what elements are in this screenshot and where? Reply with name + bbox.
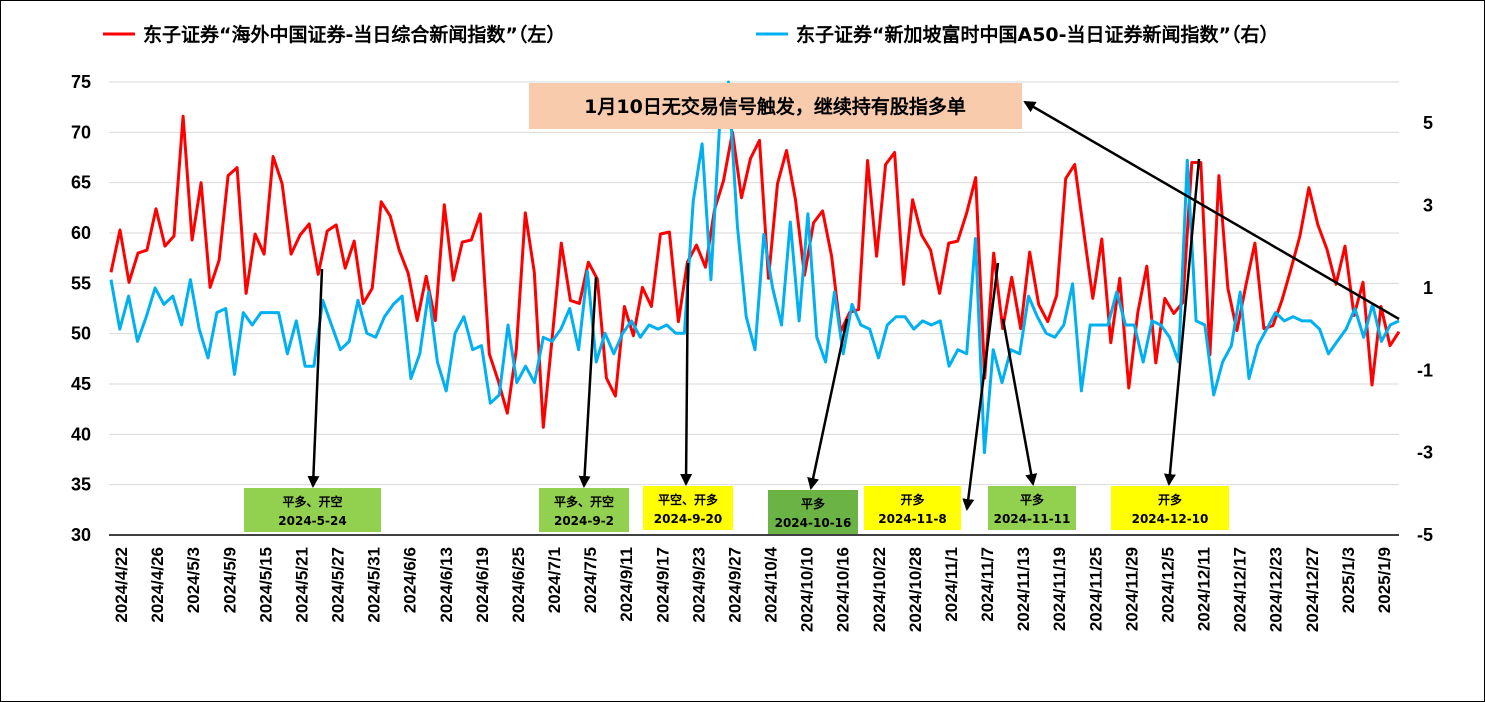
signal-arrow <box>307 268 324 488</box>
x-tick-label: 2024/6/13 <box>437 547 456 623</box>
x-tick-label: 2024/6/19 <box>473 547 492 623</box>
x-tick-label: 2024/10/16 <box>834 547 853 632</box>
x-tick-label: 2024/5/3 <box>184 547 203 613</box>
x-tick-label: 2024/12/27 <box>1303 547 1322 632</box>
signal-box <box>539 488 629 532</box>
signal-box <box>643 486 733 530</box>
signal-box-date: 2024-11-8 <box>878 512 946 526</box>
x-tick-label: 2024/4/22 <box>112 547 131 623</box>
signal-box-date: 2024-9-2 <box>554 514 614 528</box>
left-tick-label: 30 <box>71 525 91 545</box>
x-tick-label: 2024/9/17 <box>653 547 672 623</box>
callout-text: 1月10日无交易信号触发，继续持有股指多单 <box>584 95 966 118</box>
signal-box-action: 平多 <box>1020 492 1044 507</box>
x-tick-label: 2024/11/13 <box>1014 547 1033 631</box>
left-tick-label: 40 <box>71 424 91 444</box>
left-tick-label: 70 <box>71 122 91 142</box>
x-tick-label: 2024/10/10 <box>798 547 817 632</box>
signal-arrow <box>1001 318 1038 486</box>
left-tick-label: 55 <box>71 273 91 293</box>
x-tick-label: 2025/1/3 <box>1339 547 1358 613</box>
left-tick-label: 35 <box>71 475 91 495</box>
signal-box-action: 开多 <box>1158 492 1182 507</box>
grid-lines <box>109 81 1399 486</box>
x-tick-label: 2024/11/25 <box>1086 547 1105 631</box>
legend-label: 东子证券“海外中国证券-当日综合新闻指数”（左） <box>143 23 565 46</box>
x-tick-label: 2024/11/7 <box>978 547 997 622</box>
x-tick-label: 2024/12/5 <box>1158 547 1177 623</box>
left-tick-label: 60 <box>71 223 91 243</box>
series-lines <box>109 80 1401 455</box>
x-tick-label: 2024/5/15 <box>256 547 275 623</box>
signal-box-action: 平多、开空 <box>554 494 614 509</box>
signal-box <box>1111 486 1229 530</box>
left-tick-label: 50 <box>71 324 91 344</box>
signal-box-action: 平多、开空 <box>282 494 342 509</box>
x-tick-label: 2024/5/27 <box>329 547 348 623</box>
right-tick-label: -5 <box>1417 525 1433 545</box>
left-tick-label: 65 <box>71 173 91 193</box>
x-tick-label: 2025/1/9 <box>1375 547 1394 613</box>
signal-arrow <box>807 318 849 490</box>
legend-label: 东子证券“新加坡富时中国A50-当日证券新闻指数”（右） <box>796 23 1279 46</box>
signal-box <box>768 490 858 534</box>
signal-arrow <box>1163 158 1201 486</box>
signal-arrow <box>962 262 1000 511</box>
x-tick-label: 2024/10/4 <box>762 546 781 622</box>
x-tick-label: 2024/6/25 <box>509 547 528 623</box>
x-tick-label: 2024/10/22 <box>870 547 889 632</box>
callout: 1月10日无交易信号触发，继续持有股指多单 <box>529 83 1022 129</box>
x-tick-label: 2024/12/23 <box>1267 547 1286 632</box>
series-line-right <box>109 80 1400 455</box>
x-tick-label: 2024/7/5 <box>581 547 600 613</box>
signal-box-date: 2024-11-11 <box>994 512 1071 526</box>
right-tick-label: 1 <box>1423 278 1433 298</box>
x-tick-label: 2024/7/1 <box>545 547 564 613</box>
series-line-left <box>109 114 1401 429</box>
callout-box <box>529 83 1022 129</box>
signal-box <box>988 486 1076 530</box>
x-tick-label: 2024/10/28 <box>906 547 925 632</box>
left-tick-label: 45 <box>71 374 91 394</box>
signal-box-action: 平空、开多 <box>658 492 718 507</box>
signal-box <box>864 486 961 530</box>
x-tick-label: 2024/11/29 <box>1122 547 1141 631</box>
signal-box-date: 2024-10-16 <box>775 516 852 530</box>
x-tick-label: 2024/11/19 <box>1050 547 1069 631</box>
x-tick-label: 2024/5/9 <box>220 547 239 613</box>
signal-box <box>244 488 381 532</box>
signal-box-date: 2024-12-10 <box>1132 512 1209 526</box>
legend: 东子证券“海外中国证券-当日综合新闻指数”（左） 东子证券“新加坡富时中国A50-… <box>103 23 1279 46</box>
right-tick-label: 3 <box>1423 196 1433 216</box>
signal-arrow <box>1023 100 1400 321</box>
signal-box-action: 平多 <box>801 496 825 511</box>
x-tick-label: 2024/6/6 <box>401 547 420 613</box>
x-tick-label: 2024/12/17 <box>1231 547 1250 632</box>
right-tick-label: -3 <box>1417 443 1433 463</box>
signal-box-action: 开多 <box>900 492 924 507</box>
x-tick-label: 2024/4/26 <box>148 547 167 623</box>
signal-arrow <box>578 276 598 488</box>
x-tick-label: 2024/12/11 <box>1195 547 1214 631</box>
x-tick-label: 2024/9/11 <box>617 547 636 622</box>
signal-arrow <box>680 262 693 486</box>
signal-box-date: 2024-5-24 <box>278 514 346 528</box>
signal-boxes: 平多、开空 2024-5-24 平多、开空 2024-9-2 平空、开多 2024-9-2… <box>244 486 1229 534</box>
x-tick-label: 2024/5/31 <box>365 547 384 623</box>
x-tick-label: 2024/5/21 <box>292 547 311 623</box>
left-tick-label: 75 <box>71 72 91 92</box>
x-tick-label: 2024/9/27 <box>725 547 744 623</box>
x-tick-label: 2024/9/23 <box>689 547 708 623</box>
x-tick-label: 2024/11/1 <box>942 547 961 622</box>
right-tick-label: 5 <box>1423 113 1433 133</box>
signal-box-date: 2024-9-20 <box>654 512 722 526</box>
signal-arrows <box>307 100 1400 511</box>
right-tick-label: -1 <box>1417 360 1433 380</box>
